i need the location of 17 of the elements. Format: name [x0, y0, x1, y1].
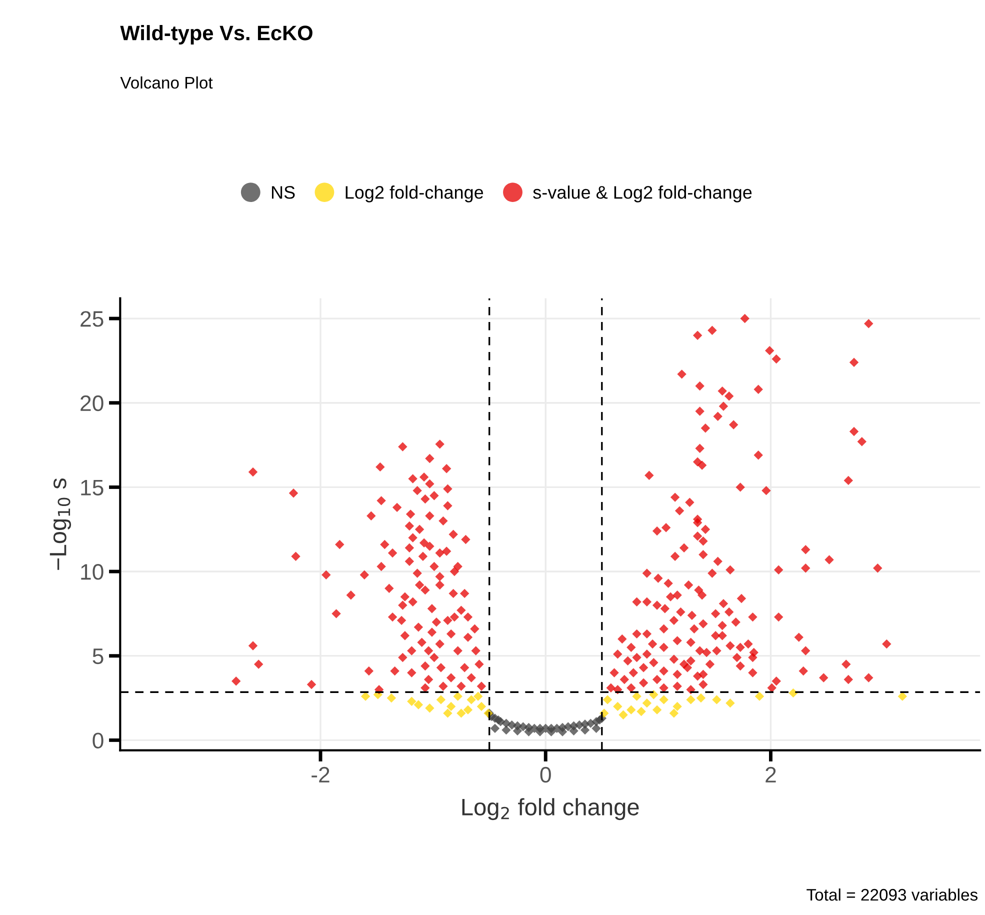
- chart-title: Wild-type Vs. EcKO: [120, 25, 312, 44]
- legend-label: Log2 fold-change: [346, 186, 484, 202]
- y-tick-label: 20: [80, 395, 104, 412]
- x-axis-title: Log$_{2}$ fold change: [462, 798, 639, 820]
- y-tick-label: 25: [80, 311, 104, 327]
- x-tick-label: 2: [766, 766, 776, 782]
- y-tick-label: 0: [92, 732, 104, 748]
- legend-label: NS: [272, 186, 295, 199]
- y-tick-label: 5: [92, 648, 104, 664]
- text: Total = 22093 variables: [806, 888, 978, 901]
- x-tick-label: -2: [312, 766, 330, 782]
- chart-subtitle: Volcano Plot: [120, 76, 213, 89]
- y-tick-label: 15: [81, 480, 104, 496]
- y-tick-label: 10: [81, 564, 104, 580]
- legend-label: s-value & Log2 fold-change: [533, 186, 752, 202]
- x-tick-label: 0: [540, 766, 551, 783]
- y-axis-title: −Log$_{10}$ s: [50, 478, 72, 570]
